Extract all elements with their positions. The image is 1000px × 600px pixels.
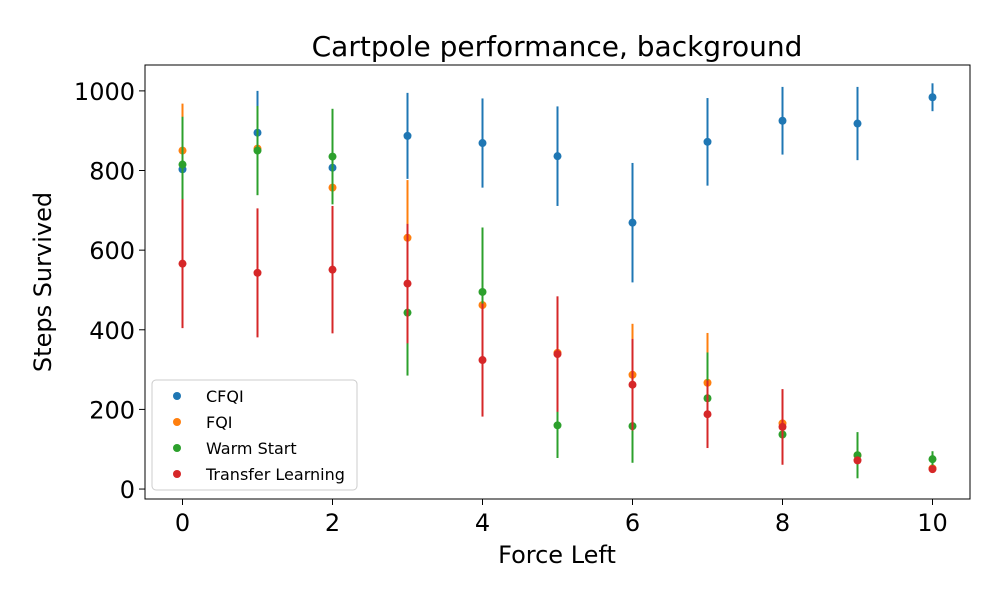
y-tick-label: 800 (89, 158, 135, 186)
data-point (553, 350, 562, 359)
data-point (628, 218, 637, 227)
legend: CFQI FQI Warm Start Transfer Learning (151, 379, 358, 491)
legend-label: FQI (206, 413, 233, 432)
data-point (778, 116, 787, 125)
legend-label: Transfer Learning (205, 465, 345, 484)
data-point (928, 465, 937, 474)
legend-marker (173, 470, 181, 478)
data-point (703, 410, 712, 419)
y-tick-label: 600 (89, 237, 135, 265)
x-tick-label: 8 (775, 509, 790, 537)
y-tick-label: 0 (120, 476, 135, 504)
data-point (253, 146, 262, 155)
data-point (553, 421, 562, 430)
data-point (628, 380, 637, 389)
series-cfqi (178, 83, 937, 283)
data-point (328, 152, 337, 161)
data-point (928, 455, 937, 464)
legend-label: Warm Start (206, 439, 297, 458)
x-tick-label: 10 (917, 509, 948, 537)
y-tick-label: 200 (89, 396, 135, 424)
chart-title: Cartpole performance, background (312, 30, 803, 63)
x-tick-label: 0 (175, 509, 190, 537)
data-point (703, 137, 712, 146)
x-axis-title: Force Left (498, 541, 616, 569)
y-axis-title: Steps Survived (29, 192, 57, 372)
x-tick-label: 6 (625, 509, 640, 537)
data-point (403, 131, 412, 140)
y-axis: 0 200 400 600 800 1000 (74, 78, 145, 504)
data-point (853, 119, 862, 128)
legend-box (151, 379, 358, 491)
data-point (253, 268, 262, 277)
data-point (478, 356, 487, 365)
legend-marker (173, 392, 181, 400)
y-tick-label: 1000 (74, 78, 135, 106)
series-transfer-learning (178, 199, 937, 474)
data-point (178, 160, 187, 169)
data-point (928, 93, 937, 102)
plot-area (178, 83, 937, 479)
x-tick-label: 4 (475, 509, 490, 537)
data-point (178, 259, 187, 268)
legend-marker (173, 418, 181, 426)
legend-marker (173, 444, 181, 452)
y-tick-label: 400 (89, 317, 135, 345)
data-point (778, 422, 787, 431)
legend-label: CFQI (206, 387, 244, 406)
data-point (853, 456, 862, 465)
data-point (328, 265, 337, 274)
data-point (403, 279, 412, 288)
x-axis: 0 2 4 6 8 10 (175, 499, 948, 537)
plot-frame (144, 64, 971, 500)
x-tick-label: 2 (325, 509, 340, 537)
data-point (478, 287, 487, 296)
data-point (553, 152, 562, 161)
data-point (478, 139, 487, 148)
